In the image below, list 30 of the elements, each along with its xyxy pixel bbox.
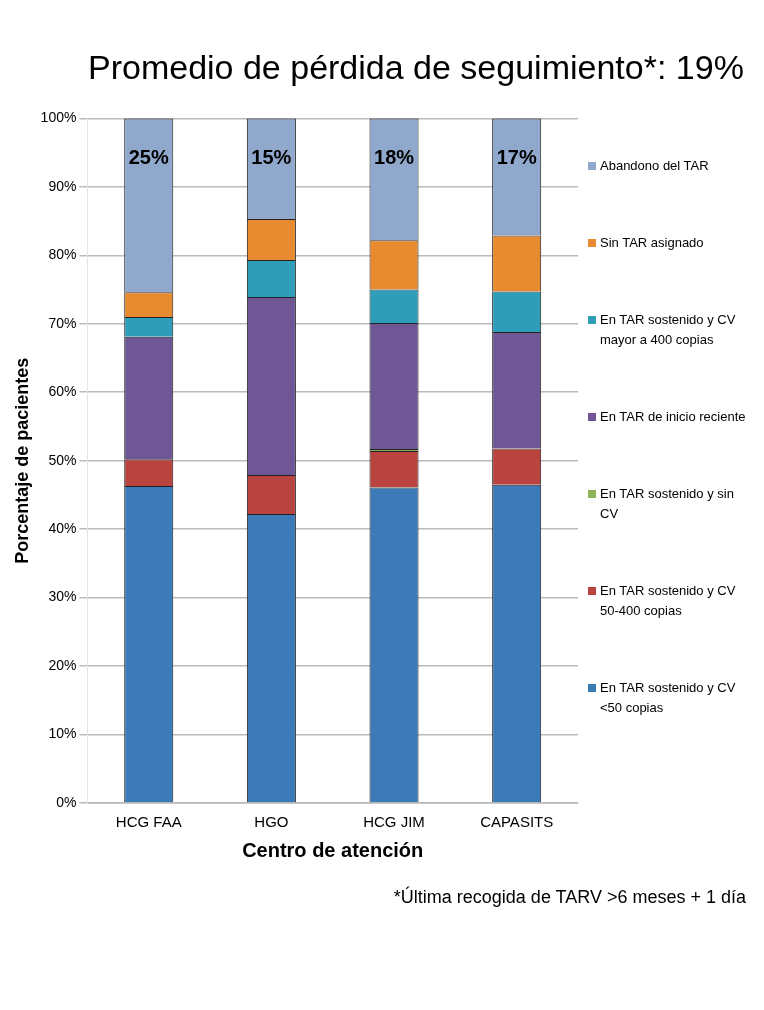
legend-label: En TAR sostenido y CV 50-400 copias <box>600 582 737 621</box>
y-tick-label: 50% <box>48 451 77 468</box>
data-label: 18% <box>374 145 415 168</box>
y-tick-label: 10% <box>48 725 77 742</box>
y-tick-label: 60% <box>48 383 77 400</box>
y-tick-label: 30% <box>48 588 77 605</box>
data-label: 15% <box>251 145 292 168</box>
y-tick-label: 0% <box>56 793 77 810</box>
chart-title: Promedio de pérdida de seguimiento*: 19% <box>87 47 745 88</box>
y-axis-title: Porcentaje de pacientes <box>11 357 32 564</box>
y-tick-label: 40% <box>48 520 77 537</box>
legend-label: Sin TAR asignado <box>600 233 704 252</box>
y-tick-label: 100% <box>40 109 77 126</box>
x-tick-label: HCG JIM <box>363 813 425 831</box>
x-tick-label: HGO <box>254 813 289 831</box>
legend-label: Abandono del TAR <box>600 156 709 175</box>
y-tick-label: 90% <box>48 177 77 194</box>
y-tick-label: 20% <box>48 656 77 673</box>
y-tick-label: 70% <box>48 314 77 331</box>
text: *Última recogida de TARV >6 meses + 1 día <box>392 887 747 908</box>
legend-label: En TAR de inicio reciente <box>600 408 746 426</box>
legend-label: En TAR sostenido y sin CV <box>600 485 735 524</box>
y-tick-label: 80% <box>48 246 77 263</box>
x-axis-title: Centro de atención <box>242 838 424 861</box>
data-label: 25% <box>128 145 169 168</box>
x-tick-label: CAPASITS <box>480 813 554 831</box>
legend-label: En TAR sostenido y CV mayor a 400 copias <box>600 310 737 349</box>
x-tick-label: HCG FAA <box>115 813 182 831</box>
legend-label: En TAR sostenido y CV <50 copias <box>600 679 737 718</box>
data-label: 17% <box>496 145 537 168</box>
